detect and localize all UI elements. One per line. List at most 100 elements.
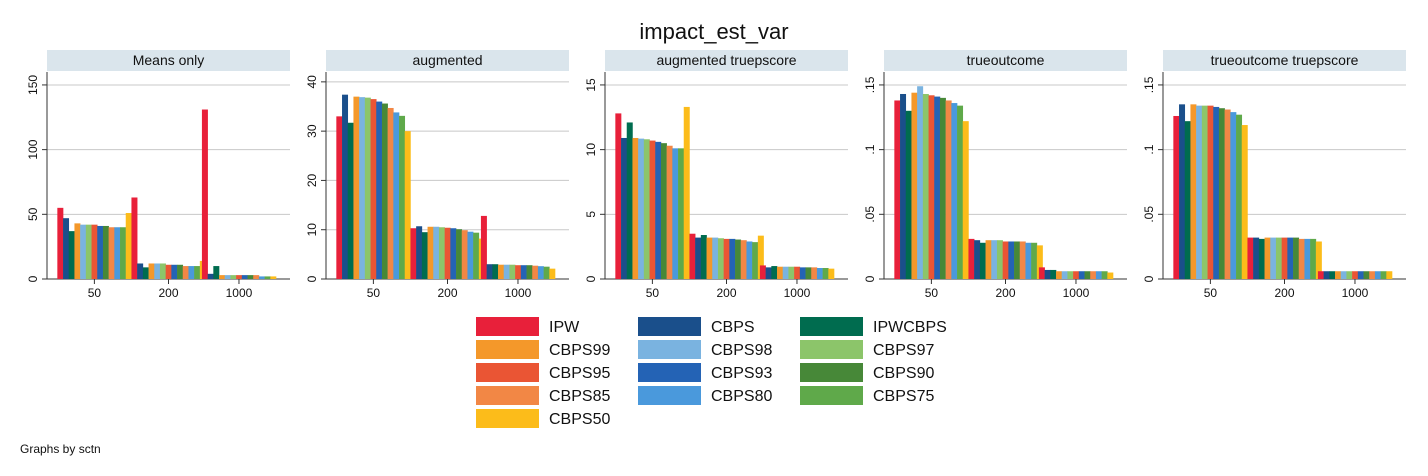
bar-cbps95 bbox=[1207, 105, 1214, 279]
panel-1: augmented 0 10 20 30 40 50 200 1000 bbox=[305, 50, 569, 300]
panel-4: trueoutcome truepscore 0 .05 .1 .15 50 200 1000 bbox=[1142, 50, 1406, 300]
bar-cbps50 bbox=[828, 268, 835, 279]
bar-cbps bbox=[900, 93, 907, 280]
bar-cbps93 bbox=[520, 265, 527, 279]
bar-cbps95 bbox=[649, 140, 656, 279]
legend-item-cbps50: CBPS50 bbox=[476, 409, 610, 428]
bar-cbps75 bbox=[1380, 271, 1387, 279]
bar-ipw bbox=[689, 233, 696, 279]
bar-cbps93 bbox=[934, 96, 941, 279]
bar-ipwcbps bbox=[1258, 238, 1265, 279]
bar-cbps93 bbox=[729, 238, 736, 279]
bar-cbps97 bbox=[85, 224, 92, 279]
bar-cbps98 bbox=[154, 263, 161, 279]
bar-cbps80 bbox=[1095, 271, 1102, 279]
panel-title: trueoutcome bbox=[967, 52, 1045, 68]
bar-cbps97 bbox=[1201, 105, 1208, 279]
bar-ipwcbps bbox=[626, 122, 633, 280]
bar-cbps85 bbox=[461, 230, 468, 279]
y-tick-label: 10 bbox=[305, 223, 319, 237]
bar-cbps93 bbox=[241, 275, 248, 279]
bar-cbps93 bbox=[97, 225, 104, 279]
bar-cbps93 bbox=[799, 267, 806, 279]
x-tick-label: 200 bbox=[158, 286, 178, 300]
x-tick-label: 50 bbox=[646, 286, 660, 300]
x-tick-label: 1000 bbox=[226, 286, 253, 300]
x-tick-label: 50 bbox=[925, 286, 939, 300]
panel-title: Means only bbox=[133, 52, 205, 68]
bar-cbps bbox=[621, 137, 628, 279]
bar-cbps50 bbox=[1386, 271, 1393, 279]
y-tick-label: 0 bbox=[584, 275, 598, 282]
x-tick-label: 50 bbox=[367, 286, 381, 300]
y-tick-label: 20 bbox=[305, 173, 319, 187]
bar-cbps85 bbox=[1224, 109, 1231, 280]
bar-ipwcbps bbox=[771, 266, 778, 279]
bar-cbps85 bbox=[253, 275, 260, 279]
bar-cbps80 bbox=[114, 227, 121, 279]
bar-ipw bbox=[759, 265, 766, 279]
panel-title: augmented truepscore bbox=[656, 52, 796, 68]
panel-strip bbox=[884, 50, 1127, 71]
x-tick-label: 1000 bbox=[505, 286, 532, 300]
bar-cbps50 bbox=[683, 106, 690, 280]
bar-cbps80 bbox=[393, 112, 400, 279]
bar-cbps98 bbox=[433, 226, 440, 279]
panel-strip bbox=[1163, 50, 1406, 71]
bar-cbps90 bbox=[1363, 271, 1370, 279]
bar-cbps50 bbox=[270, 276, 277, 279]
bar-cbps93 bbox=[1287, 237, 1294, 279]
bar-cbps98 bbox=[917, 86, 924, 279]
legend-item-cbps97: CBPS97 bbox=[800, 340, 934, 359]
y-tick-label: .15 bbox=[863, 76, 877, 93]
bar-cbps93 bbox=[171, 264, 178, 279]
bar-cbps90 bbox=[805, 267, 812, 279]
y-tick-label: 100 bbox=[26, 139, 40, 159]
panel-3: trueoutcome 0 .05 .1 .15 50 200 1000 bbox=[863, 50, 1127, 300]
bar-cbps50 bbox=[1241, 125, 1248, 279]
legend-label: CBPS99 bbox=[549, 342, 610, 359]
bar-ipw bbox=[410, 228, 417, 279]
bar-ipwcbps bbox=[421, 232, 428, 279]
bar-cbps bbox=[137, 263, 144, 279]
panel-title: trueoutcome truepscore bbox=[1211, 52, 1359, 68]
bar-cbps bbox=[63, 218, 70, 279]
y-tick-label: .05 bbox=[863, 206, 877, 223]
bar-cbps75 bbox=[1310, 238, 1317, 279]
x-tick-label: 1000 bbox=[1342, 286, 1369, 300]
bar-cbps bbox=[207, 273, 214, 279]
legend-item-cbps93: CBPS93 bbox=[638, 363, 772, 382]
bar-cbps97 bbox=[717, 238, 724, 279]
bar-cbps99 bbox=[777, 266, 784, 279]
chart-title: impact_est_var bbox=[639, 19, 788, 44]
bar-cbps90 bbox=[735, 239, 742, 279]
bar-cbps99 bbox=[219, 275, 226, 279]
y-tick-label: 40 bbox=[305, 75, 319, 89]
bar-cbps85 bbox=[740, 240, 747, 279]
bar-cbps80 bbox=[1230, 112, 1237, 279]
y-tick-label: .1 bbox=[1142, 144, 1156, 154]
bar-ipwcbps bbox=[1050, 269, 1057, 279]
bar-cbps97 bbox=[509, 264, 516, 279]
legend-item-ipwcbps: IPWCBPS bbox=[800, 317, 947, 336]
bar-cbps85 bbox=[945, 100, 952, 280]
bar-cbps93 bbox=[1078, 271, 1085, 279]
legend-label: CBPS85 bbox=[549, 388, 610, 405]
panel-strip bbox=[605, 50, 848, 71]
legend-item-cbps98: CBPS98 bbox=[638, 340, 772, 359]
bar-cbps98 bbox=[1196, 105, 1203, 279]
bar-cbps90 bbox=[1218, 108, 1225, 279]
legend-swatch bbox=[800, 386, 863, 405]
bar-cbps95 bbox=[1281, 237, 1288, 279]
bar-ipw bbox=[480, 215, 487, 279]
legend-label: CBPS75 bbox=[873, 388, 934, 405]
bar-cbps80 bbox=[1025, 242, 1032, 279]
x-tick-label: 200 bbox=[995, 286, 1015, 300]
bar-cbps75 bbox=[120, 227, 127, 279]
legend-swatch bbox=[476, 340, 539, 359]
bar-cbps95 bbox=[91, 224, 98, 279]
bar-cbps97 bbox=[1275, 237, 1282, 279]
bar-ipwcbps bbox=[905, 110, 912, 279]
bar-cbps97 bbox=[788, 266, 795, 279]
